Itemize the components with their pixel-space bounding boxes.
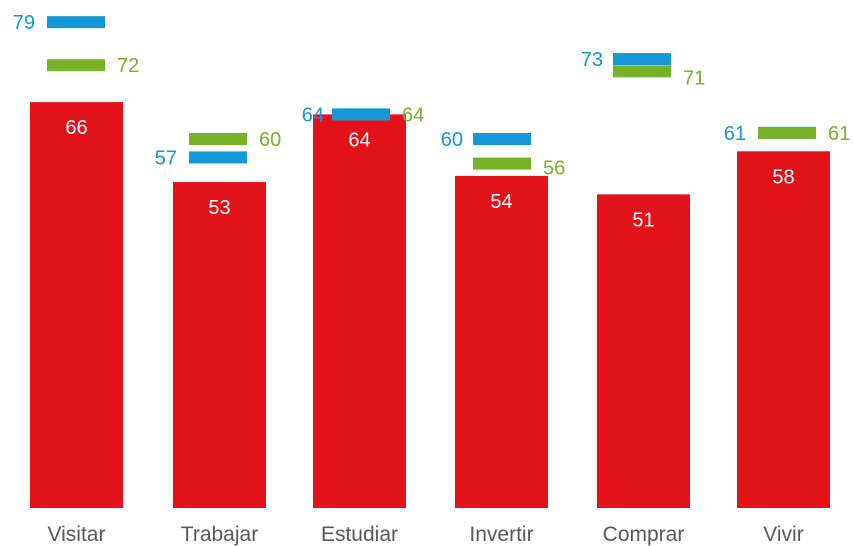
bars-layer: [30, 102, 830, 509]
bar-vivir: [737, 151, 830, 509]
blue-marker-trabajar: [189, 151, 247, 164]
category-label: Comprar: [603, 523, 685, 546]
green-value-label: 71: [683, 67, 705, 89]
green-marker-trabajar: [189, 133, 247, 145]
blue-value-label: 61: [724, 123, 746, 145]
blue-marker-visitar: [47, 16, 105, 29]
green-value-label: 60: [259, 129, 281, 151]
bar-value-label: 53: [208, 197, 230, 219]
blue-value-label: 79: [13, 12, 35, 34]
blue-marker-estudiar: [332, 108, 390, 121]
green-value-label: 61: [828, 123, 850, 145]
bar-trabajar: [173, 182, 266, 509]
bar-value-label: 51: [632, 209, 654, 231]
category-label: Estudiar: [321, 523, 398, 546]
bar-estudiar: [313, 114, 406, 509]
category-label: Visitar: [48, 523, 106, 546]
green-value-label: 72: [117, 55, 139, 77]
green-marker-vivir: [758, 126, 816, 139]
blue-value-label: 57: [155, 147, 177, 169]
blue-value-label: 73: [581, 49, 603, 71]
green-value-label: 64: [402, 104, 424, 126]
labels-layer: 66 79 72 53 57 60 64 64 64 54 60 56 51 73 71 58 61 61: [13, 12, 851, 231]
green-marker-invertir: [473, 157, 531, 170]
green-value-label: 56: [543, 158, 565, 180]
markers-layer: [47, 16, 816, 170]
green-marker-comprar: [613, 65, 671, 78]
blue-marker-invertir: [473, 133, 531, 145]
category-label: Vivir: [763, 523, 803, 546]
bar-value-label: 64: [348, 129, 370, 151]
blue-value-label: 64: [302, 104, 324, 126]
blue-marker-comprar: [613, 53, 671, 66]
category-label: Invertir: [469, 523, 533, 546]
blue-value-label: 60: [441, 129, 463, 151]
bar-value-label: 66: [65, 117, 87, 139]
bar-invertir: [455, 175, 548, 508]
bar-value-label: 58: [772, 166, 794, 188]
category-label: Trabajar: [181, 523, 258, 546]
bar-value-label: 54: [490, 191, 512, 213]
category-labels: Visitar Trabajar Estudiar Invertir Comprar Vi…: [48, 523, 804, 546]
green-marker-visitar: [47, 59, 105, 72]
bar-visitar: [30, 102, 123, 508]
bar-comprar: [597, 194, 690, 508]
